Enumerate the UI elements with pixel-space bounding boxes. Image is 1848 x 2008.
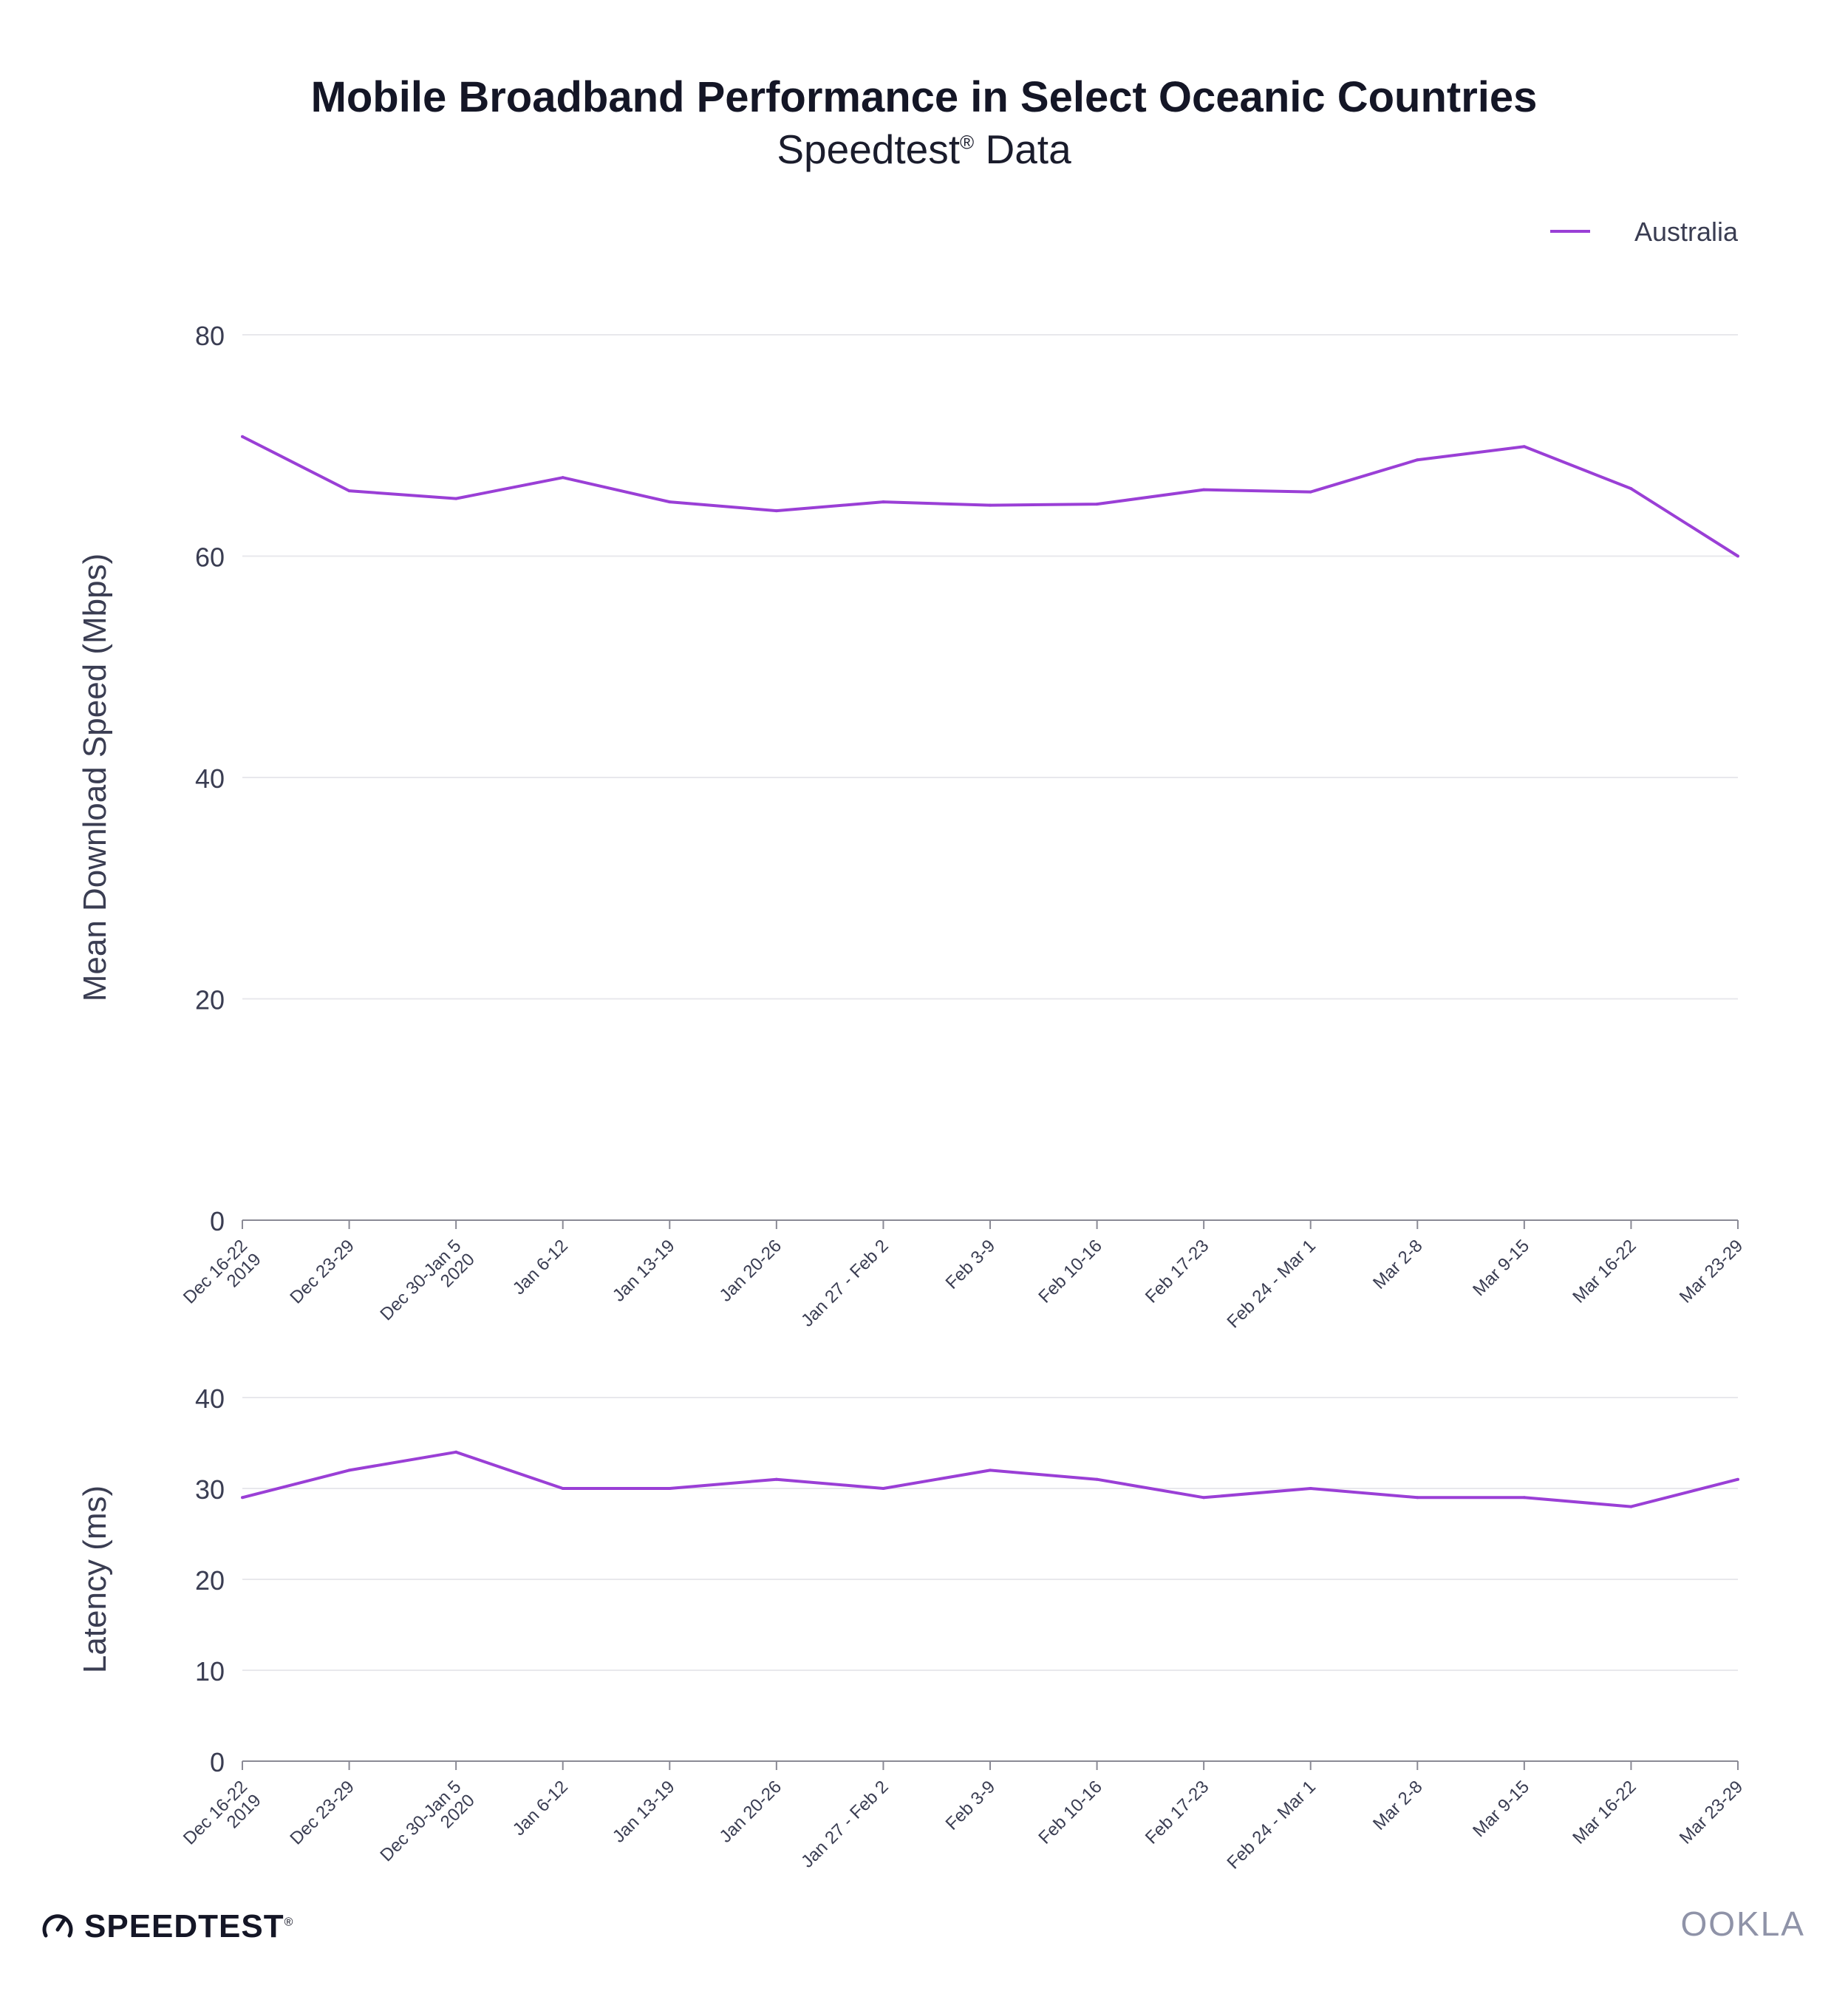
data-point [1522, 445, 1526, 449]
data-point [1416, 1496, 1419, 1500]
x-tick-label: Mar 2-8 [1369, 1777, 1427, 1834]
series-line [242, 1450, 1739, 1508]
data-point [1522, 1496, 1526, 1500]
y-tick-label: 40 [195, 763, 225, 794]
x-tick-label: Feb 24 - Mar 1 [1224, 1236, 1320, 1332]
data-point [1416, 458, 1419, 462]
y-tick-label: 20 [195, 1565, 225, 1596]
data-point [1736, 1477, 1739, 1481]
data-point [1095, 503, 1099, 506]
x-tick-label: Jan 6-12 [509, 1777, 572, 1839]
data-point [882, 500, 885, 504]
y-tick-label: 10 [195, 1656, 225, 1687]
data-point [1202, 1496, 1206, 1500]
data-point [1629, 487, 1633, 491]
x-tick-label: Jan 13-19 [609, 1236, 679, 1306]
y-axis-title: Latency (ms) [77, 1485, 113, 1673]
x-tick-label: Mar 16-22 [1569, 1777, 1640, 1848]
speedometer-icon [42, 1914, 73, 1938]
speedtest-wordmark: SPEEDTEST® [84, 1908, 293, 1945]
chart-title: Mobile Broadband Performance in Select O… [310, 73, 1538, 121]
x-tick-label: Dec 30-Jan 52020 [376, 1236, 478, 1338]
ookla-logo: OOKLA [1680, 1905, 1805, 1943]
x-tick-label: Dec 23-29 [286, 1777, 358, 1848]
subtitle-suffix: Data [974, 126, 1071, 172]
x-tick-label: Jan 27 - Feb 2 [797, 1777, 893, 1872]
speedtest-logo: SPEEDTEST® [41, 1908, 293, 1945]
x-tick-label: Feb 10-16 [1034, 1236, 1105, 1307]
x-tick-label: Dec 23-29 [286, 1236, 358, 1307]
data-point [989, 503, 992, 507]
x-tick-label: Feb 3-9 [942, 1777, 1000, 1834]
data-point [454, 497, 458, 500]
x-tick-label: Dec 16-222019 [180, 1777, 265, 1862]
data-point [1095, 1477, 1099, 1481]
data-point [347, 489, 351, 493]
y-tick-label: 40 [195, 1384, 225, 1414]
subtitle-text: Speedtest [777, 126, 961, 172]
data-point [668, 500, 672, 504]
data-point [774, 509, 778, 513]
x-tick-label: Feb 24 - Mar 1 [1224, 1777, 1320, 1873]
y-tick-label: 0 [210, 1747, 225, 1777]
x-tick-label: Feb 17-23 [1142, 1777, 1213, 1848]
legend-label: Australia [1634, 217, 1739, 247]
speedtest-wordmark-text: SPEEDTEST [84, 1908, 284, 1944]
speedtest-wordmark-mark: ® [284, 1916, 294, 1929]
x-tick-label: Jan 13-19 [609, 1777, 679, 1847]
data-point [241, 1496, 244, 1500]
data-point [241, 435, 244, 438]
data-point [1309, 1487, 1312, 1490]
x-tick-label: Mar 9-15 [1469, 1236, 1533, 1300]
y-tick-label: 20 [195, 985, 225, 1015]
y-tick-label: 0 [210, 1206, 225, 1236]
data-point [882, 1487, 885, 1490]
data-point [561, 476, 565, 480]
x-tick-label: Dec 16-222019 [180, 1236, 265, 1321]
y-axis-title: Mean Download Speed (Mbps) [77, 554, 113, 1002]
y-tick-label: 80 [195, 321, 225, 351]
data-point [1309, 490, 1312, 494]
x-tick-label: Jan 20-26 [716, 1777, 786, 1847]
x-tick-label: Jan 27 - Feb 2 [797, 1236, 893, 1331]
data-point [347, 1468, 351, 1472]
data-point [561, 1487, 565, 1490]
data-point [1202, 488, 1206, 491]
chart-subtitle: Speedtest® Data [0, 126, 1848, 173]
data-point [1629, 1505, 1633, 1508]
x-tick-label: Mar 23-29 [1676, 1777, 1747, 1848]
data-point [989, 1468, 992, 1472]
x-tick-label: Mar 16-22 [1569, 1236, 1640, 1307]
x-tick-label: Feb 17-23 [1142, 1236, 1213, 1307]
data-point [774, 1477, 778, 1481]
x-tick-label: Dec 30-Jan 52020 [376, 1777, 478, 1879]
x-tick-label: Feb 3-9 [942, 1236, 1000, 1293]
registered-mark: ® [960, 131, 975, 154]
data-point [668, 1487, 672, 1490]
data-point [1736, 554, 1739, 558]
y-tick-label: 60 [195, 542, 225, 573]
x-tick-label: Mar 23-29 [1676, 1236, 1747, 1307]
x-tick-label: Jan 20-26 [716, 1236, 786, 1306]
x-tick-label: Mar 2-8 [1369, 1236, 1427, 1293]
series-line [242, 435, 1739, 558]
y-tick-label: 30 [195, 1474, 225, 1505]
x-tick-label: Feb 10-16 [1034, 1777, 1105, 1848]
x-tick-label: Mar 9-15 [1469, 1777, 1533, 1841]
data-point [454, 1450, 458, 1454]
x-tick-label: Jan 6-12 [509, 1236, 572, 1299]
